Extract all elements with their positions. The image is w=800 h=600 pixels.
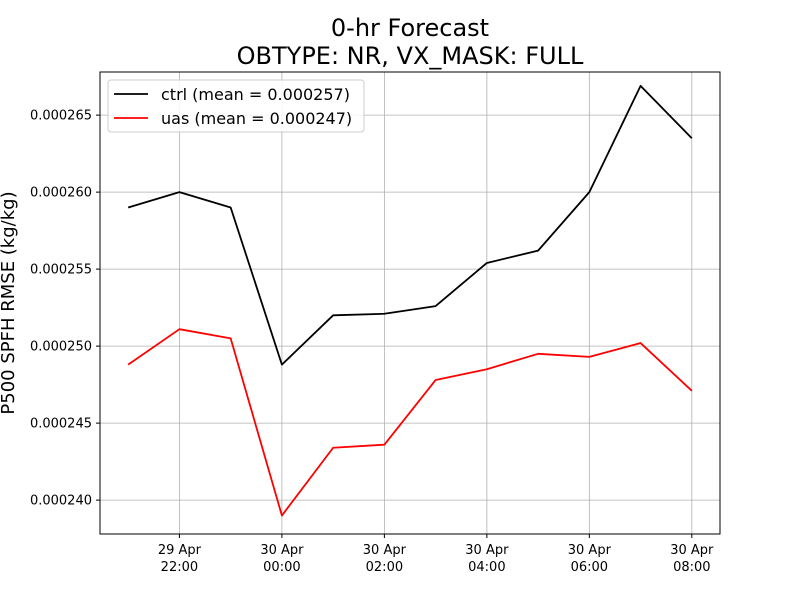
x-tick-label-time: 08:00 (673, 560, 710, 575)
y-tick-label: 0.000255 (30, 263, 92, 278)
x-tick-label-time: 00:00 (263, 560, 300, 575)
y-tick-label: 0.000265 (30, 109, 92, 124)
series-line-1 (127, 84, 693, 366)
axis-ticks: 0.000240 0.000245 0.000250 0.000255 0.000260… (30, 109, 714, 575)
x-tick-label-date: 30 Apr (465, 543, 509, 558)
x-tick-label-date: 29 Apr (158, 543, 202, 558)
legend-entry-label: uas (mean = 0.000247) (161, 109, 352, 128)
x-tick-label-time: 04:00 (468, 560, 505, 575)
y-tick-label: 0.000240 (30, 494, 92, 509)
y-tick-label: 0.000245 (30, 417, 92, 432)
x-tick-label-time: 22:00 (161, 560, 198, 575)
series-line-2 (127, 328, 693, 517)
x-tick-label-date: 30 Apr (363, 543, 407, 558)
chart-title-line-1: 0-hr Forecast (331, 14, 489, 42)
x-tick-label-time: 02:00 (366, 560, 403, 575)
x-tick-label-time: 06:00 (571, 560, 608, 575)
x-tick-label-date: 30 Apr (568, 543, 612, 558)
series-lines (127, 84, 693, 517)
y-tick-label: 0.000250 (30, 340, 92, 355)
chart-title-line-2: OBTYPE: NR, VX_MASK: FULL (237, 42, 584, 70)
y-axis-label: P500 SPFH RMSE (kg/kg) (0, 191, 19, 414)
legend-box (107, 79, 365, 133)
y-tick-label: 0.000260 (30, 186, 92, 201)
grid-lines (100, 72, 720, 534)
legend-entry-label: ctrl (mean = 0.000257) (161, 85, 350, 104)
legend: ctrl (mean = 0.000257) uas (mean = 0.0002… (107, 79, 365, 133)
plot-area-frame (99, 71, 721, 535)
x-tick-label-date: 30 Apr (670, 543, 714, 558)
x-tick-label-date: 30 Apr (260, 543, 304, 558)
